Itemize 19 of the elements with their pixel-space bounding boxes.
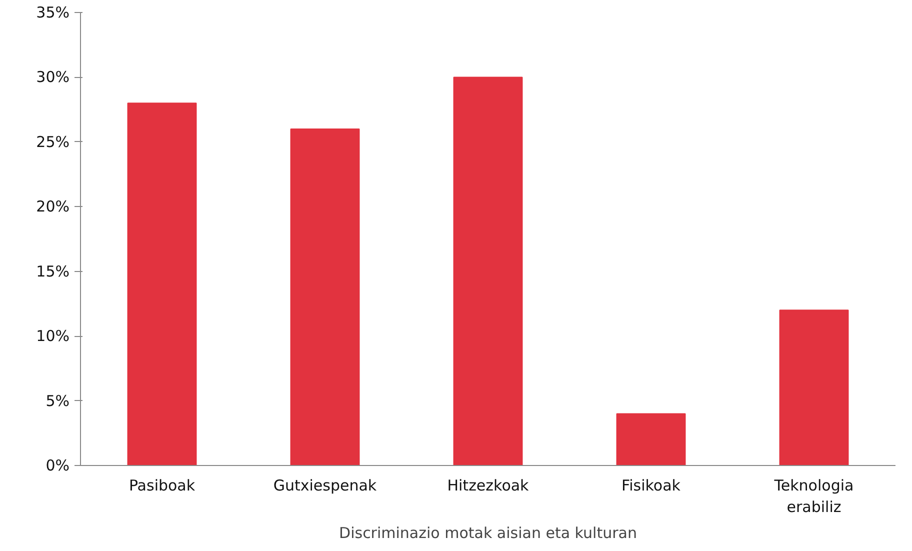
y-tick-label: 25%: [36, 132, 70, 151]
x-tick-label: Teknologia erabiliz: [773, 476, 854, 516]
y-tick-label: 10%: [36, 327, 70, 346]
x-axis-title: Discriminazio motak aisian eta kulturan: [339, 524, 637, 542]
bar: [779, 310, 849, 466]
y-tick-label: 5%: [46, 392, 70, 410]
y-tick-label: 20%: [36, 198, 70, 216]
bar: [127, 102, 197, 466]
x-tick-label: Fisikoak: [622, 476, 681, 494]
bar: [453, 76, 523, 466]
x-tick-label: Gutxiespenak: [273, 476, 377, 494]
x-tick-label: Pasiboak: [128, 476, 196, 494]
bar: [616, 413, 686, 466]
y-tick-label: 30%: [36, 68, 70, 86]
x-tick-label: Hitzezkoak: [447, 476, 530, 494]
y-tick-label: 0%: [46, 456, 70, 474]
bar: [290, 128, 360, 466]
y-tick-label: 15%: [36, 262, 70, 280]
y-tick-label: 35%: [36, 4, 70, 22]
